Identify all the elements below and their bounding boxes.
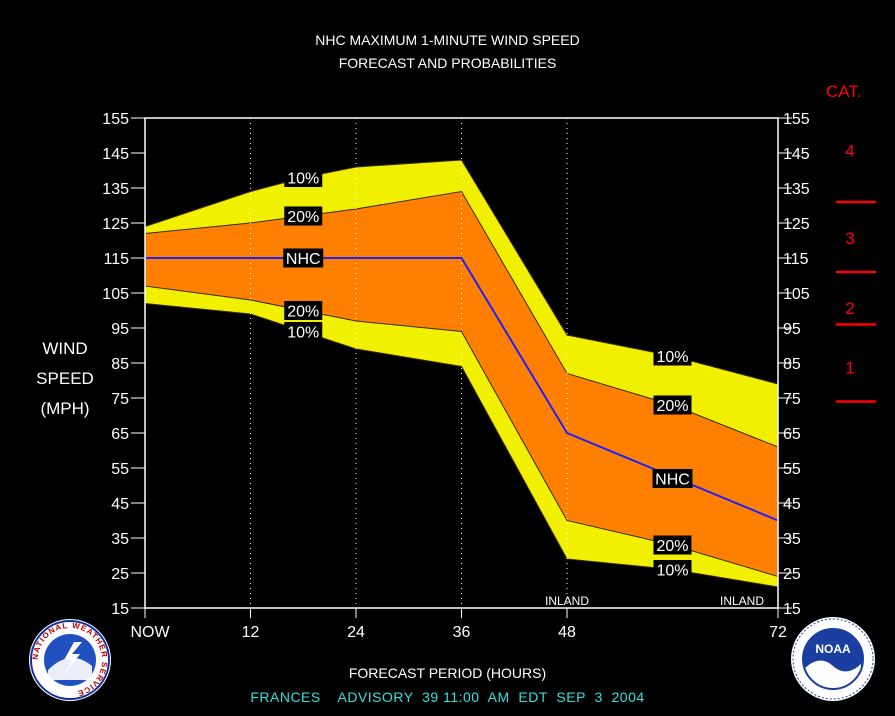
- y-axis-label-line3: (MPH): [40, 399, 90, 418]
- band-label-box: [284, 301, 323, 320]
- y-tick-label-right: 85: [783, 356, 801, 373]
- band-label-box: [284, 322, 323, 341]
- advisory-line: FRANCES ADVISORY 39 11:00 AM EDT SEP 3 2…: [250, 689, 645, 705]
- y-tick-label-right: 115: [783, 251, 809, 268]
- band-label-box: [284, 206, 323, 226]
- y-tick-label-left: 85: [111, 356, 129, 373]
- y-tick-label-right: 125: [783, 216, 810, 233]
- y-tick-label-left: 75: [111, 391, 129, 408]
- band-label: 10%: [287, 325, 319, 342]
- y-tick-label-left: 15: [111, 601, 129, 618]
- y-tick-label-left: 155: [102, 111, 129, 128]
- band-label: 20%: [656, 538, 688, 555]
- y-tick-label-left: 25: [111, 566, 129, 583]
- y-tick-label-left: 95: [111, 321, 129, 338]
- noaa-logo-icon: NOAA: [791, 617, 875, 701]
- category-label: 4: [845, 142, 854, 161]
- y-axis-label-line2: SPEED: [36, 369, 94, 388]
- y-axis-label-line1: WIND: [42, 339, 88, 358]
- y-tick-label-left: 105: [102, 286, 129, 303]
- x-axis-label: FORECAST PERIOD (HOURS): [348, 665, 547, 681]
- y-tick-label-right: 35: [783, 531, 801, 548]
- y-tick-label-right: 155: [783, 111, 810, 128]
- noaa-logo-text: NOAA: [815, 642, 851, 656]
- band-label-box: [653, 346, 692, 366]
- band-label: NHC: [286, 251, 321, 268]
- band-label: 20%: [656, 398, 688, 415]
- y-tick-label-left: 145: [102, 146, 129, 163]
- category-label: 2: [845, 299, 854, 318]
- y-tick-label-left: 125: [102, 216, 129, 233]
- y-tick-label-right: 95: [783, 321, 801, 338]
- band-label-box: [653, 560, 692, 579]
- band-label-box: [284, 168, 323, 187]
- chart-title-line2: FORECAST AND PROBABILITIES: [338, 55, 557, 71]
- y-tick-label-right: 105: [783, 286, 810, 303]
- x-tick-label: 48: [558, 624, 576, 641]
- y-tick-label-right: 45: [783, 496, 801, 513]
- y-tick-label-right: 65: [783, 426, 801, 443]
- y-tick-label-left: 45: [111, 496, 129, 513]
- series-line-nhc: [145, 257, 779, 522]
- y-tick-label-left: 35: [111, 531, 129, 548]
- x-tick-label: 72: [769, 624, 787, 641]
- band-label-box: [283, 248, 324, 268]
- inland-label: INLAND: [720, 594, 764, 608]
- x-tick-label: 36: [453, 624, 471, 641]
- y-tick-label-left: 55: [111, 461, 129, 478]
- band-label-box: [653, 395, 692, 415]
- x-tick-label: 24: [347, 624, 365, 641]
- category-title: CAT.: [826, 82, 862, 101]
- band-label: 10%: [287, 171, 319, 188]
- y-tick-label-right: 135: [783, 181, 810, 198]
- band-label: 20%: [287, 304, 319, 321]
- x-tick-label: 12: [242, 624, 260, 641]
- band-label-box: [652, 469, 693, 488]
- y-tick-label-right: 145: [783, 146, 810, 163]
- x-tick-label: NOW: [130, 624, 170, 641]
- band-label: 20%: [287, 209, 319, 226]
- inland-label: INLAND: [545, 594, 589, 608]
- band-label: 10%: [656, 563, 688, 580]
- y-tick-label-left: 135: [102, 181, 129, 198]
- y-tick-label-right: 55: [783, 461, 801, 478]
- y-tick-label-left: 115: [103, 251, 129, 268]
- band-label-box: [653, 535, 692, 555]
- y-tick-label-right: 25: [783, 566, 801, 583]
- band-label: NHC: [655, 472, 690, 489]
- band-label: 10%: [656, 349, 688, 366]
- band-20-percent: [145, 191, 778, 577]
- y-tick-label-right: 15: [783, 601, 801, 618]
- nws-logo-icon: NATIONAL WEATHER SERVICE: [29, 619, 111, 701]
- y-tick-label-right: 75: [783, 391, 801, 408]
- category-label: 1: [845, 359, 854, 378]
- series-line-10-upper: [144, 159, 779, 385]
- y-tick-label-left: 65: [111, 426, 129, 443]
- chart-title-line1: NHC MAXIMUM 1-MINUTE WIND SPEED: [315, 32, 580, 48]
- category-label: 3: [845, 229, 854, 248]
